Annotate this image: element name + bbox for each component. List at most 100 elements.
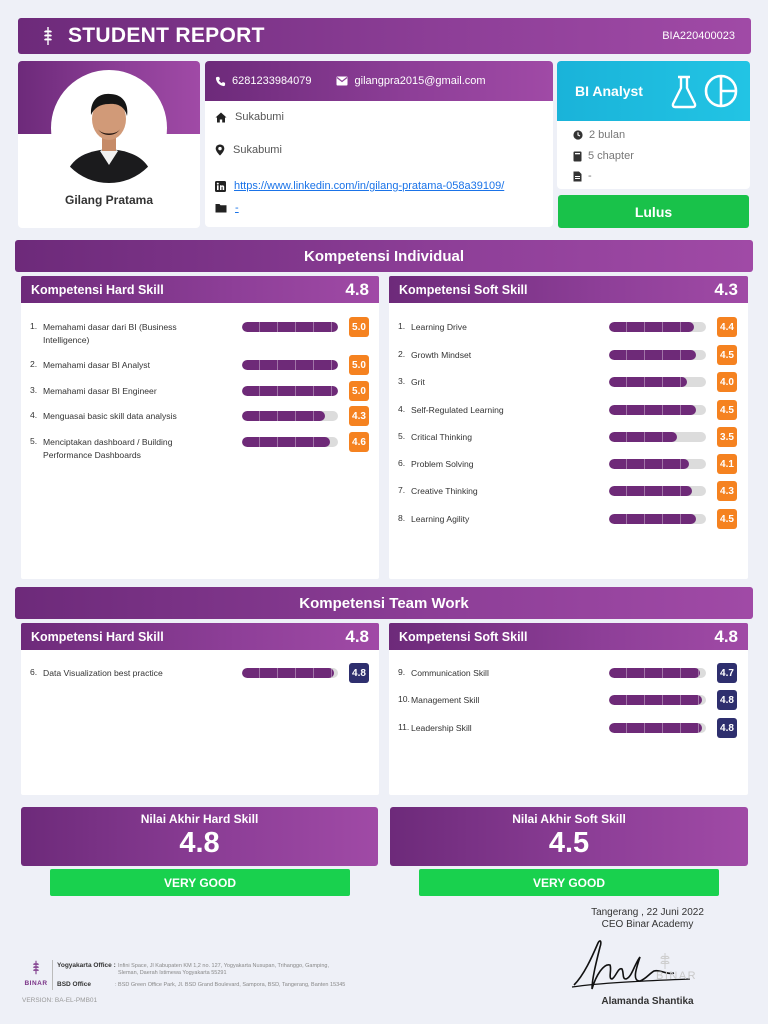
yogya-address: Infini Space, Jl Kabupaten KM 1,2 no. 12…: [118, 963, 329, 976]
report-code: BIA220400023: [662, 30, 735, 42]
skill-progress-bar: [609, 486, 706, 496]
skill-number: 2.: [30, 359, 38, 369]
final-hard-value: 4.8: [179, 827, 220, 859]
svg-text:BINAR: BINAR: [656, 970, 697, 982]
skill-label: Memahami dasar dari BI (Business Intelli…: [43, 322, 177, 345]
skill-progress-fill: [609, 459, 689, 469]
skill-progress-bar: [609, 459, 706, 469]
skill-progress-bar: [609, 405, 706, 415]
folder-row: -: [215, 202, 239, 214]
program-card: BI Analyst 2 bulan 5 chapter -: [557, 61, 750, 189]
linkedin-link[interactable]: https://www.linkedin.com/in/gilang-prata…: [234, 180, 505, 192]
panel-title: Kompetensi Soft Skill: [399, 629, 528, 644]
binar-wheat-icon: [44, 27, 52, 45]
skill-progress-fill: [242, 668, 335, 678]
skill-number: 2.: [398, 349, 406, 359]
signature-image: BINAR: [571, 940, 697, 990]
location-city: Sukabumi: [233, 144, 282, 156]
skill-progress-bar: [242, 360, 338, 370]
skill-progress-bar: [242, 437, 338, 447]
final-soft-value: 4.5: [548, 827, 590, 859]
skill-number: 11.: [398, 722, 410, 732]
skill-label: Growth Mindset: [411, 350, 472, 360]
section-individual: Kompetensi Individual: [15, 240, 753, 272]
signer-role: CEO Binar Academy: [601, 919, 694, 930]
skill-progress-fill: [609, 668, 701, 678]
final-hard-grade: VERY GOOD: [50, 869, 350, 896]
skill-progress-fill: [242, 437, 331, 447]
skill-progress-fill: [609, 350, 697, 360]
skill-score-badge: 4.6: [349, 432, 369, 452]
individual-soft-panel: Kompetensi Soft Skill 4.3 1. Learning Dri…: [389, 276, 748, 579]
skill-progress-fill: [609, 723, 703, 733]
individual-hard-panel: Kompetensi Hard Skill 4.8 1. Memahami das…: [21, 276, 379, 579]
skill-number: 3.: [398, 376, 406, 386]
skill-progress-fill: [242, 411, 325, 421]
skill-progress-bar: [609, 514, 706, 524]
skill-score-badge: 4.1: [717, 454, 737, 474]
skill-number: 1.: [398, 321, 406, 331]
program-name: BI Analyst: [575, 83, 643, 99]
home-city: Sukabumi: [235, 111, 284, 123]
linkedin-icon: [215, 180, 226, 192]
skill-score-badge: 4.3: [349, 406, 369, 426]
skill-label: Menguasai basic skill data analysis: [43, 411, 177, 421]
city-date: Tangerang , 22 Juni 2022: [591, 907, 704, 918]
home-icon: [215, 112, 227, 122]
duration-row: 2 bulan: [573, 129, 625, 141]
panel-score: 4.8: [345, 279, 369, 299]
skill-label: Grit: [411, 377, 425, 387]
email-address: gilangpra2015@gmail.com: [354, 75, 486, 87]
skill-progress-fill: [609, 377, 687, 387]
skill-label: Self-Regulated Learning: [411, 405, 504, 415]
skill-number: 9.: [398, 667, 406, 677]
skill-number: 7.: [398, 485, 406, 495]
skill-progress-fill: [242, 386, 338, 396]
skill-progress-bar: [609, 432, 706, 442]
skill-label: Creative Thinking: [411, 486, 478, 496]
skill-score-badge: 5.0: [349, 355, 369, 375]
folder-link[interactable]: -: [235, 202, 239, 214]
skill-label: Memahami dasar BI Engineer: [43, 386, 157, 396]
skill-number: 4.: [398, 404, 406, 414]
skill-label: Memahami dasar BI Analyst: [43, 360, 150, 370]
skill-progress-bar: [609, 695, 706, 705]
footer-logo-text: BINAR: [24, 980, 48, 987]
skill-progress-bar: [242, 322, 338, 332]
skill-progress-fill: [609, 405, 697, 415]
skill-number: 8.: [398, 513, 406, 523]
binar-wheat-icon: [33, 960, 39, 975]
skill-progress-bar: [242, 411, 338, 421]
location-pin-icon: [215, 144, 225, 156]
skill-score-badge: 4.5: [717, 400, 737, 420]
skill-number: 10.: [398, 694, 410, 704]
skill-progress-bar: [609, 350, 706, 360]
home-row: Sukabumi: [215, 111, 284, 123]
skill-label: Problem Solving: [411, 459, 474, 469]
signature-block: Tangerang , 22 Juni 2022 CEO Binar Acade…: [555, 907, 740, 930]
skill-progress-bar: [609, 723, 706, 733]
signer-name: Alamanda Shantika: [601, 996, 694, 1007]
skill-score-badge: 3.5: [717, 427, 737, 447]
skill-label: Learning Drive: [411, 322, 467, 332]
bsd-label: BSD Office: [57, 981, 91, 988]
skill-score-badge: 4.5: [717, 345, 737, 365]
footer-logo: BINAR: [22, 960, 50, 987]
skill-number: 5.: [30, 436, 38, 446]
panel-score: 4.8: [714, 626, 738, 646]
clock-icon: [573, 130, 583, 140]
avatar: [51, 70, 167, 186]
book-icon: [573, 151, 582, 161]
phone-icon: [215, 76, 226, 86]
skill-progress-bar: [609, 322, 706, 332]
chapter-row: 5 chapter: [573, 150, 634, 162]
skill-progress-fill: [609, 432, 677, 442]
skill-label: Leadership Skill: [411, 723, 472, 733]
skill-number: 3.: [30, 385, 38, 395]
skill-score-badge: 4.3: [717, 481, 737, 501]
status-badge: Lulus: [558, 195, 749, 228]
panel-score: 4.3: [714, 279, 738, 299]
program-duration: 2 bulan: [589, 129, 626, 141]
extra-row: -: [573, 170, 592, 182]
yogya-label: Yogyakarta Office :: [57, 962, 116, 969]
